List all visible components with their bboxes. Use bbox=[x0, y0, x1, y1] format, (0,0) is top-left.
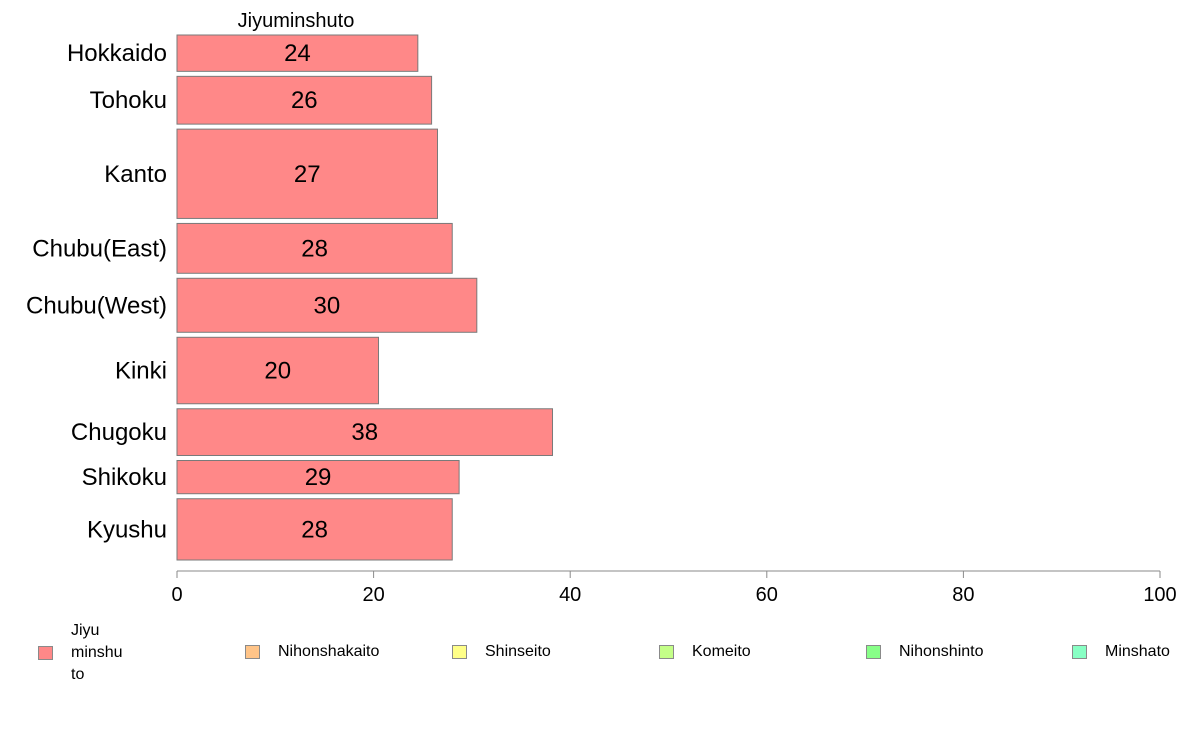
legend-label-nihonshinto: Nihonshinto bbox=[899, 643, 984, 660]
category-label-hokkaido: Hokkaido bbox=[67, 40, 167, 67]
legend-item-nihonshakaito: Nihonshakaito bbox=[245, 641, 379, 663]
bar-group: 24 Hokkaido 26 Tohoku 27 Kanto 28 Chubu(East) 30… bbox=[26, 34, 554, 561]
legend-label-jiyuminshuto: Jiyu minshu to bbox=[71, 622, 123, 683]
bar-kinki bbox=[176, 336, 380, 405]
category-label-chugoku: Chugoku bbox=[71, 419, 167, 446]
legend-swatch-komeito bbox=[659, 645, 674, 659]
data-label-kyushu: 28 bbox=[301, 516, 328, 543]
data-label-chubu-east: 28 bbox=[301, 235, 328, 262]
chart-title: Jiyuminshuto bbox=[238, 10, 355, 32]
bar-chubu-west bbox=[176, 277, 478, 333]
legend-item-jiyuminshuto: Jiyu minshu to bbox=[38, 620, 141, 686]
legend-label-komeito: Komeito bbox=[692, 643, 751, 660]
category-label-shikoku: Shikoku bbox=[82, 464, 167, 491]
category-label-kyushu: Kyushu bbox=[87, 516, 167, 543]
legend-swatch-shinseito bbox=[452, 645, 467, 659]
x-tick-label-0: 0 bbox=[171, 584, 182, 606]
legend-item-shinseito: Shinseito bbox=[452, 641, 551, 663]
x-tick-label-20: 20 bbox=[362, 584, 384, 606]
bar-tohoku bbox=[176, 75, 433, 125]
bar-hokkaido bbox=[176, 34, 419, 72]
x-tick-label-80: 80 bbox=[952, 584, 974, 606]
bar-kyushu bbox=[176, 498, 453, 561]
category-label-kanto: Kanto bbox=[104, 161, 167, 188]
legend-item-minshato: Minshato bbox=[1072, 641, 1170, 663]
x-tick-label-100: 100 bbox=[1143, 584, 1176, 606]
category-label-kinki: Kinki bbox=[115, 358, 167, 385]
data-label-kanto: 27 bbox=[294, 161, 321, 188]
data-label-tohoku: 26 bbox=[291, 87, 318, 114]
legend-item-komeito: Komeito bbox=[659, 641, 751, 663]
bar-shikoku bbox=[176, 459, 460, 495]
data-label-shikoku: 29 bbox=[305, 464, 332, 491]
category-label-chubu-west: Chubu(West) bbox=[26, 292, 167, 319]
bar-chugoku bbox=[176, 408, 554, 456]
data-label-kinki: 20 bbox=[264, 358, 291, 385]
legend-swatch-minshato bbox=[1072, 645, 1087, 659]
x-axis: 0 20 40 60 80 100 bbox=[171, 570, 1177, 606]
x-tick-label-40: 40 bbox=[559, 584, 581, 606]
legend-label-minshato: Minshato bbox=[1105, 643, 1170, 660]
x-tick-label-60: 60 bbox=[756, 584, 778, 606]
legend-label-nihonshakaito: Nihonshakaito bbox=[278, 643, 380, 660]
bar-kanto bbox=[176, 128, 438, 219]
data-label-chugoku: 38 bbox=[351, 419, 378, 446]
bar-chubu-east bbox=[176, 222, 453, 274]
category-label-tohoku: Tohoku bbox=[90, 87, 167, 114]
legend-item-nihonshinto: Nihonshinto bbox=[866, 641, 984, 663]
legend: Jiyu minshu to Nihonshakaito Shinseito K… bbox=[0, 620, 1188, 690]
legend-swatch-nihonshakaito bbox=[245, 645, 260, 659]
data-label-hokkaido: 24 bbox=[284, 40, 311, 67]
category-label-chubu-east: Chubu(East) bbox=[32, 235, 167, 262]
legend-swatch-nihonshinto bbox=[866, 645, 881, 659]
legend-label-shinseito: Shinseito bbox=[485, 643, 551, 660]
legend-swatch-jiyuminshuto bbox=[38, 646, 53, 660]
data-label-chubu-west: 30 bbox=[314, 292, 341, 319]
